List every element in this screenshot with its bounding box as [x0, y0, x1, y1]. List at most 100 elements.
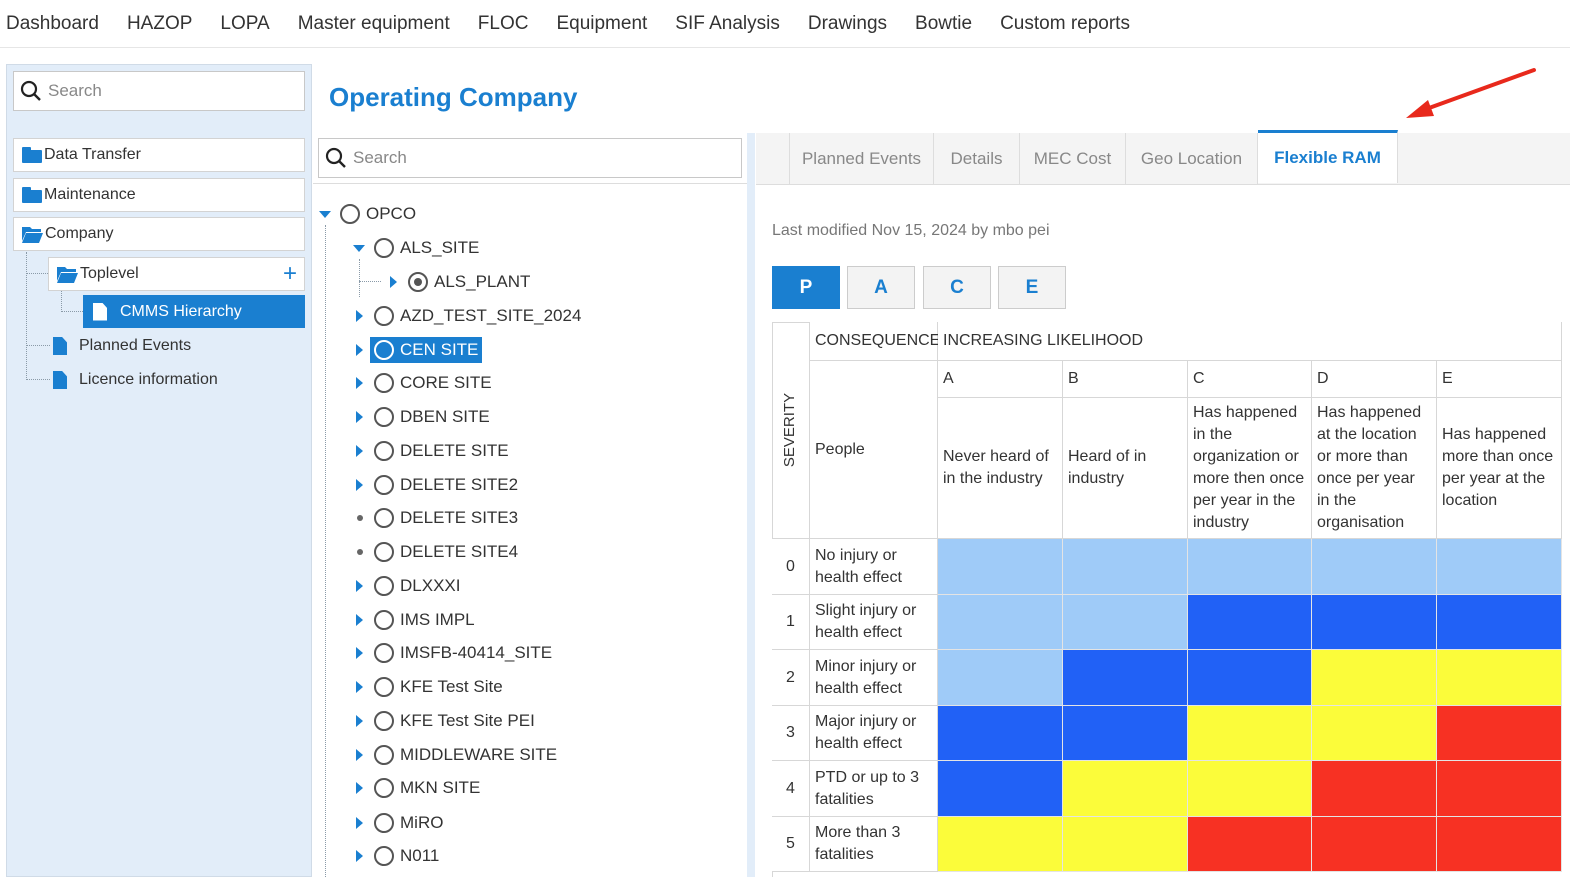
risk-cell-blue[interactable] [938, 706, 1063, 761]
chevron-right-icon[interactable] [356, 681, 363, 693]
tree-item-licence-information[interactable]: Licence information [49, 363, 289, 397]
radio-icon[interactable] [374, 441, 394, 461]
ram-button-a[interactable]: A [847, 266, 915, 309]
nav-dashboard[interactable]: Dashboard [6, 12, 99, 34]
radio-icon[interactable] [374, 475, 394, 495]
tree-item-cmms-hierarchy[interactable]: CMMS Hierarchy [83, 295, 305, 328]
risk-cell-light[interactable] [1437, 539, 1562, 595]
risk-cell-yellow[interactable] [1063, 817, 1188, 872]
chevron-right-icon[interactable] [356, 850, 363, 862]
chevron-right-icon[interactable] [356, 411, 363, 423]
radio-icon[interactable] [340, 204, 360, 224]
chevron-right-icon[interactable] [390, 276, 397, 288]
risk-cell-blue[interactable] [1063, 706, 1188, 761]
risk-cell-red[interactable] [1437, 706, 1562, 761]
nav-floc[interactable]: FLOC [477, 12, 529, 34]
panel-splitter[interactable] [747, 133, 755, 877]
radio-icon[interactable] [374, 508, 394, 528]
risk-cell-yellow[interactable] [1188, 761, 1312, 817]
tree-node[interactable]: MiRO [356, 810, 443, 836]
risk-cell-yellow[interactable] [938, 817, 1063, 872]
chevron-right-icon[interactable] [356, 310, 363, 322]
risk-cell-blue[interactable] [1188, 650, 1312, 706]
left-search-input[interactable] [48, 81, 304, 101]
tree-item-maintenance[interactable]: Maintenance [13, 178, 305, 212]
risk-cell-light[interactable] [1063, 595, 1188, 650]
tree-node[interactable]: CORE SITE [356, 370, 492, 396]
radio-icon[interactable] [374, 813, 394, 833]
tree-node[interactable]: DBEN SITE [356, 404, 490, 430]
risk-cell-yellow[interactable] [1312, 650, 1437, 706]
tree-node[interactable]: DLXXXI [356, 573, 460, 599]
radio-icon[interactable] [374, 576, 394, 596]
nav-drawings[interactable]: Drawings [807, 12, 888, 34]
chevron-right-icon[interactable] [356, 614, 363, 626]
tree-node[interactable]: IMSFB-40414_SITE [356, 640, 552, 666]
ram-button-e[interactable]: E [998, 266, 1066, 309]
risk-cell-light[interactable] [938, 650, 1063, 706]
tab-planned-events[interactable]: Planned Events [789, 133, 934, 185]
radio-icon[interactable] [374, 643, 394, 663]
tree-node[interactable]: KFE Test Site PEI [356, 708, 535, 734]
tree-item-toplevel[interactable]: Toplevel + [48, 257, 305, 291]
radio-icon[interactable] [374, 542, 394, 562]
risk-cell-light[interactable] [938, 595, 1063, 650]
chevron-down-icon[interactable] [353, 244, 365, 252]
risk-cell-blue[interactable] [1437, 595, 1562, 650]
tree-node-als-site[interactable]: ALS_SITE [353, 235, 479, 261]
chevron-right-icon[interactable] [356, 782, 363, 794]
radio-icon[interactable] [408, 272, 428, 292]
tree-node[interactable]: CEN SITE [356, 337, 483, 363]
tab-mec-cost[interactable]: MEC Cost [1020, 133, 1126, 185]
chevron-right-icon[interactable] [356, 344, 363, 356]
tree-node[interactable]: MIDDLEWARE SITE [356, 742, 557, 768]
tree-item-company[interactable]: Company [13, 217, 305, 251]
risk-cell-red[interactable] [1312, 817, 1437, 872]
tree-node[interactable]: DELETE SITE4 [356, 539, 518, 565]
tree-node[interactable]: KFE Test Site [356, 674, 503, 700]
tab-flexible-ram[interactable]: Flexible RAM [1258, 130, 1398, 183]
nav-lopa[interactable]: LOPA [220, 12, 270, 34]
tree-node[interactable]: IMS IMPL [356, 607, 475, 633]
nav-master-equipment[interactable]: Master equipment [297, 12, 450, 34]
risk-cell-red[interactable] [1437, 761, 1562, 817]
risk-cell-yellow[interactable] [1437, 650, 1562, 706]
risk-cell-yellow[interactable] [1188, 706, 1312, 761]
risk-cell-red[interactable] [1437, 817, 1562, 872]
risk-cell-light[interactable] [938, 539, 1063, 595]
tree-node-als-plant[interactable]: ALS_PLANT [390, 269, 530, 295]
nav-bowtie[interactable]: Bowtie [915, 12, 973, 34]
chevron-right-icon[interactable] [356, 445, 363, 457]
radio-icon[interactable] [374, 407, 394, 427]
chevron-right-icon[interactable] [356, 647, 363, 659]
tree-node[interactable]: N011 [356, 843, 439, 869]
risk-cell-light[interactable] [1312, 539, 1437, 595]
risk-cell-light[interactable] [1188, 539, 1312, 595]
chevron-right-icon[interactable] [356, 749, 363, 761]
chevron-right-icon[interactable] [356, 479, 363, 491]
risk-cell-blue[interactable] [938, 761, 1063, 817]
risk-cell-red[interactable] [1312, 761, 1437, 817]
chevron-right-icon[interactable] [356, 377, 363, 389]
tree-node[interactable]: DELETE SITE2 [356, 472, 518, 498]
radio-icon[interactable] [374, 778, 394, 798]
tree-node[interactable]: MKN SITE [356, 775, 480, 801]
radio-icon[interactable] [374, 340, 394, 360]
ram-button-c[interactable]: C [923, 266, 991, 309]
tree-node[interactable]: AZD_TEST_SITE_2024 [356, 303, 581, 329]
tree-node-selected[interactable]: CEN SITE [370, 337, 483, 363]
tree-item-planned-events[interactable]: Planned Events [49, 329, 289, 363]
tree-node-opco[interactable]: OPCO [319, 201, 416, 227]
chevron-right-icon[interactable] [356, 715, 363, 727]
chevron-right-icon[interactable] [356, 580, 363, 592]
tree-node[interactable]: DELETE SITE [356, 438, 509, 464]
radio-icon[interactable] [374, 610, 394, 630]
risk-cell-blue[interactable] [1312, 595, 1437, 650]
risk-cell-light[interactable] [1063, 539, 1188, 595]
radio-icon[interactable] [374, 306, 394, 326]
tree-node[interactable]: DELETE SITE3 [356, 505, 518, 531]
nav-equipment[interactable]: Equipment [556, 12, 648, 34]
radio-icon[interactable] [374, 846, 394, 866]
nav-custom-reports[interactable]: Custom reports [1000, 12, 1130, 34]
radio-icon[interactable] [374, 711, 394, 731]
